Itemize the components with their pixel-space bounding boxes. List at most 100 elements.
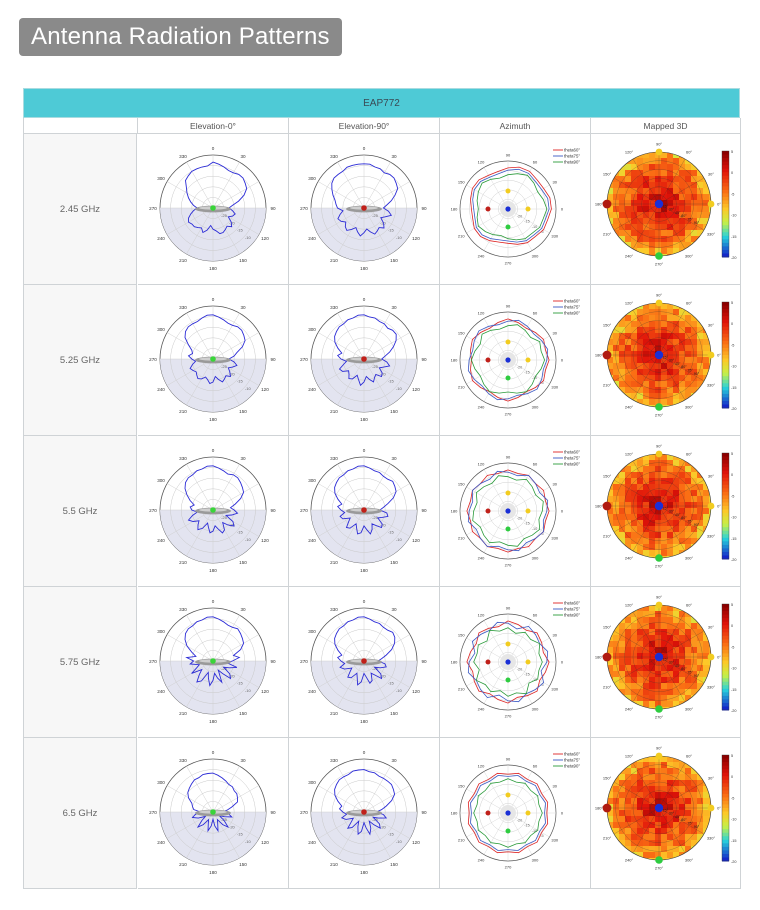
heat-cell: [679, 822, 686, 829]
m3d-angle-label-330°: 330°: [707, 534, 716, 539]
heat-cell: [613, 303, 620, 310]
heat-cell: [655, 484, 662, 491]
heat-cell: [607, 520, 614, 527]
heat-cell: [643, 200, 650, 207]
heat-cell: [619, 514, 626, 521]
az-marker-blue: [505, 810, 511, 816]
heat-cell: [667, 532, 674, 539]
heat-cell: [691, 792, 698, 799]
page-title: Antenna Radiation Patterns: [31, 23, 330, 50]
colorbar-segment: [722, 179, 729, 184]
heat-cell: [613, 508, 620, 515]
heat-cell: [619, 333, 626, 340]
heat-cell: [643, 454, 650, 461]
angle-label-180: 180: [209, 266, 217, 271]
heat-cell: [703, 762, 710, 769]
heat-cell: [643, 466, 650, 473]
m3d-inner-label: 75°: [687, 821, 693, 825]
heat-cell: [625, 822, 632, 829]
colorbar-segment: [722, 330, 729, 335]
az-angle-label-270: 270: [505, 412, 512, 417]
angle-label-90: 90: [421, 206, 427, 211]
az-angle-label-0: 0: [561, 207, 564, 212]
heat-cell: [697, 798, 704, 805]
heat-cell: [679, 321, 686, 328]
m3d-angle-label-0°: 0°: [717, 202, 721, 207]
heat-cell: [619, 230, 626, 237]
heat-cell: [625, 327, 632, 334]
heat-cell: [697, 357, 704, 364]
heat-cell: [703, 478, 710, 485]
heat-cell: [661, 611, 668, 618]
heat-cell: [655, 188, 662, 195]
m3d-marker-yellow-right: [707, 653, 715, 661]
heat-cell: [649, 846, 656, 853]
legend-label-theta90: theta90°: [564, 764, 580, 769]
heat-cell: [637, 774, 644, 781]
elev90-polar: -10-15-20-250309012015018021024027030033…: [300, 297, 427, 422]
heat-cell: [697, 635, 704, 642]
heat-cell: [631, 683, 638, 690]
heat-cell: [643, 393, 650, 400]
ring-label: -15: [388, 530, 395, 535]
heat-cell: [607, 345, 614, 352]
heat-cell: [703, 466, 710, 473]
heat-cell: [685, 629, 692, 636]
heat-cell: [691, 351, 698, 358]
heat-cell: [661, 182, 668, 189]
heat-cell: [661, 176, 668, 183]
colorbar-tick--20: -20: [731, 709, 737, 713]
heat-cell: [631, 484, 638, 491]
heat-cell: [691, 683, 698, 690]
cell-azimuth: 90 120 60 180 0 210 330 240 300 270 150 30 -5 -10 -15-…: [440, 134, 591, 285]
colorbar-frame: [721, 603, 730, 711]
heat-cell: [709, 357, 711, 364]
heat-cell: [649, 701, 656, 708]
heat-cell: [667, 786, 674, 793]
heat-cell: [649, 707, 656, 709]
heat-cell: [673, 762, 680, 769]
heat-cell: [703, 387, 710, 394]
az-marker-red: [485, 810, 491, 816]
heat-cell: [697, 689, 704, 696]
heat-cell: [673, 520, 680, 527]
heat-cell: [619, 496, 626, 503]
heat-cell: [667, 315, 674, 322]
heat-cell: [649, 635, 656, 642]
heat-cell: [637, 792, 644, 799]
heat-cell: [643, 774, 650, 781]
az-trace-theta75: [472, 168, 550, 243]
heat-cell: [655, 538, 662, 545]
colorbar-segment: [722, 671, 729, 676]
heat-cell: [673, 466, 680, 473]
angle-label-330: 330: [179, 154, 187, 159]
heat-cell: [703, 212, 710, 219]
heat-cell: [619, 478, 626, 485]
heat-cell: [667, 170, 674, 177]
heat-cell: [679, 357, 686, 364]
heat-cell: [649, 351, 656, 358]
heat-cell: [625, 659, 632, 666]
angle-label-180: 180: [209, 568, 217, 573]
colorbar-segment: [722, 165, 729, 170]
colorbar-segment: [722, 362, 729, 367]
heat-cell: [637, 170, 644, 177]
heat-cell: [637, 339, 644, 346]
heat-cell: [631, 617, 638, 624]
heat-cell: [643, 351, 650, 358]
heat-cell: [625, 158, 632, 165]
heat-cell: [637, 224, 644, 231]
az-trace-theta90: [476, 173, 548, 241]
heat-cell: [631, 822, 638, 829]
m3d-inner-label: 45°: [675, 513, 681, 517]
ring-label: -15: [237, 530, 244, 535]
heat-cell: [703, 333, 710, 340]
heat-cell: [613, 315, 620, 322]
m3d-marker-yellow-top: [655, 601, 663, 609]
heat-cell: [709, 315, 711, 322]
heat-cell: [679, 484, 686, 491]
heat-cell: [637, 345, 644, 352]
heat-cell: [685, 206, 692, 213]
